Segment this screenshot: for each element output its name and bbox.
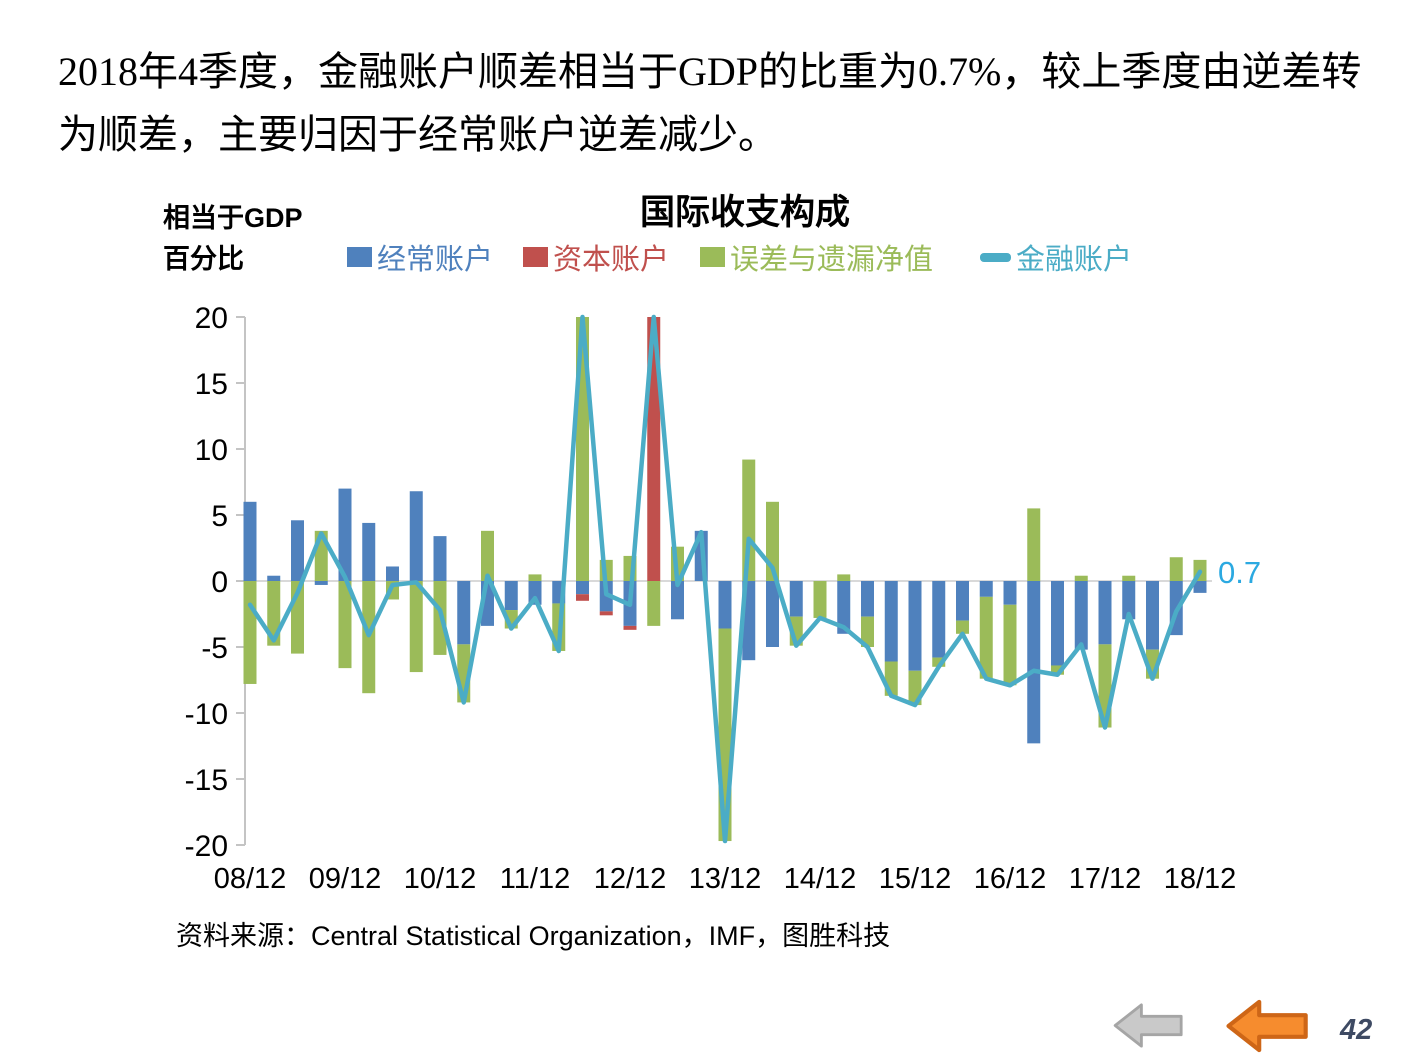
bar-segment-current-account <box>1003 581 1017 605</box>
bar-segment-current-account <box>766 581 779 647</box>
bar-segment-current-account <box>409 491 423 581</box>
bar-segment-errors-omissions <box>409 581 423 673</box>
bar-segment-current-account <box>1122 581 1136 620</box>
y-tick-label: 20 <box>195 302 228 335</box>
y-tick-label: 5 <box>211 500 228 533</box>
x-tick-label: 12/12 <box>594 863 667 895</box>
legend-item-current-account: 经常账户 <box>347 241 493 276</box>
bar-segment-current-account <box>576 581 589 595</box>
x-tick-label: 08/12 <box>214 863 287 895</box>
bar-segment-current-account <box>243 501 257 581</box>
legend-item-errors-omissions: 误差与遗漏净值 <box>700 241 933 276</box>
bar-segment-current-account <box>671 581 684 620</box>
bar-segment-errors-omissions <box>837 574 851 581</box>
x-tick-label: 16/12 <box>974 863 1047 895</box>
orange-left-arrow-icon[interactable] <box>1226 995 1309 1057</box>
bar-segment-errors-omissions <box>481 530 494 581</box>
x-tick-label: 18/12 <box>1164 863 1237 895</box>
y-tick-label: 10 <box>195 434 228 467</box>
bar-segment-current-account <box>1051 581 1064 666</box>
x-tick-label: 14/12 <box>784 863 857 895</box>
bar-segment-current-account <box>457 581 471 645</box>
legend-label: 资本账户 <box>553 244 670 276</box>
bar-segment-errors-omissions <box>956 620 969 634</box>
bar-segment-current-account <box>433 536 447 581</box>
bar-segment-errors-omissions <box>742 459 756 581</box>
bar-segment-current-account <box>1146 581 1159 650</box>
source-note: 资料来源：Central Statistical Organization，IM… <box>176 921 891 951</box>
line-end-value-label: 0.7 <box>1218 555 1261 590</box>
bar-segment-current-account <box>979 581 993 597</box>
capital-account-swatch-icon <box>523 247 548 267</box>
current-account-swatch-icon <box>347 247 372 267</box>
bar-segment-errors-omissions <box>1051 665 1064 675</box>
x-tick-label: 17/12 <box>1069 863 1142 895</box>
bar-segment-current-account <box>884 581 898 662</box>
bar-segment-current-account <box>314 581 328 585</box>
bar-segment-current-account <box>1098 581 1112 645</box>
gray-left-arrow-icon[interactable] <box>1113 999 1184 1052</box>
bar-segment-current-account <box>932 581 946 658</box>
y-axis-title-line2: 百分比 <box>163 244 244 274</box>
bar-segment-errors-omissions <box>1003 604 1017 686</box>
bar-segment-capital-account <box>576 594 589 601</box>
bar-segment-current-account <box>837 581 851 634</box>
y-tick-label: 15 <box>195 368 228 401</box>
y-tick-label: -10 <box>185 698 228 731</box>
chart-title: 国际收支构成 <box>639 193 850 232</box>
bar-segment-current-account <box>504 581 518 611</box>
bar-segment-errors-omissions <box>647 581 661 626</box>
bar-segment-errors-omissions <box>979 596 993 679</box>
bar-segment-errors-omissions <box>1122 575 1136 581</box>
bar-segment-current-account <box>956 581 969 621</box>
y-tick-label: -5 <box>201 632 228 665</box>
bar-segment-current-account <box>291 520 304 581</box>
legend-label: 误差与遗漏净值 <box>730 244 934 276</box>
x-tick-label: 10/12 <box>404 863 477 895</box>
bar-segment-current-account <box>789 581 803 617</box>
bar-segment-errors-omissions <box>1169 557 1183 581</box>
bar-segment-capital-account <box>599 611 613 616</box>
x-tick-label: 13/12 <box>689 863 762 895</box>
y-tick-label: -20 <box>185 830 228 863</box>
x-tick-label: 15/12 <box>879 863 952 895</box>
bar-segment-errors-omissions <box>932 657 946 667</box>
bar-segment-errors-omissions <box>861 616 874 647</box>
legend-item-financial-account: 金融账户 <box>980 241 1132 276</box>
bar-segment-errors-omissions <box>243 581 257 684</box>
slide-headline: 2018年4季度，金融账户顺差相当于GDP的比重为0.7%，较上季度由逆差转为顺… <box>58 49 1362 157</box>
y-tick-label: 0 <box>211 566 228 599</box>
y-axis-title: 相当于GDP 百分比 <box>163 198 303 280</box>
bar-segment-current-account <box>908 581 922 671</box>
bar-segment-errors-omissions <box>1074 575 1088 581</box>
financial-account-line-swatch-icon <box>980 252 1011 262</box>
bar-segment-errors-omissions <box>1027 508 1041 581</box>
legend-label: 金融账户 <box>1016 244 1133 276</box>
bar-segment-current-account <box>718 581 732 629</box>
bar-segment-current-account <box>338 488 352 581</box>
page-number: 42 <box>1340 1014 1373 1046</box>
bar-segment-capital-account <box>623 625 637 630</box>
errors-omissions-swatch-icon <box>700 247 725 267</box>
financial-account-line <box>247 314 1203 844</box>
y-tick-label: -15 <box>185 764 228 797</box>
bar-segment-current-account <box>386 566 399 581</box>
x-tick-label: 11/12 <box>500 863 570 895</box>
bar-segment-current-account <box>1074 581 1088 650</box>
x-tick-label: 09/12 <box>309 863 382 895</box>
legend-item-capital-account: 资本账户 <box>523 241 669 276</box>
bar-segment-current-account <box>267 575 281 581</box>
bar-segment-current-account <box>1027 581 1041 744</box>
y-axis-title-line1: 相当于GDP <box>163 203 303 233</box>
bar-segment-errors-omissions <box>813 581 827 618</box>
bar-segment-current-account <box>861 581 874 617</box>
bar-segment-errors-omissions <box>528 574 542 581</box>
bar-segment-current-account <box>1193 581 1207 593</box>
legend-label: 经常账户 <box>377 244 494 276</box>
bar-segment-current-account <box>362 522 376 581</box>
bar-segment-errors-omissions <box>338 581 352 669</box>
